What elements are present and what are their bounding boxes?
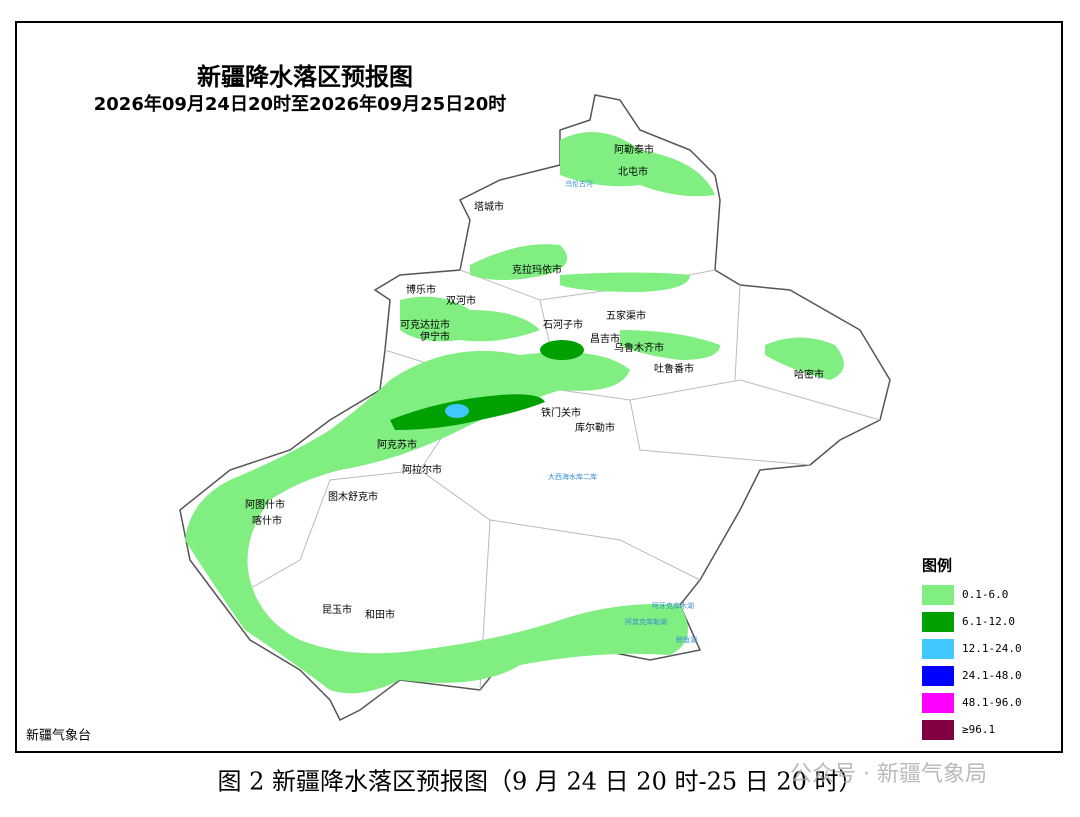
legend-swatch [922, 585, 954, 605]
city-label: 阿图什市 [245, 498, 285, 511]
city-label: 塔城市 [474, 200, 504, 213]
city-label: 可克达拉市 [400, 318, 450, 331]
legend-swatch [922, 666, 954, 686]
map-title: 新疆降水落区预报图 [197, 63, 413, 91]
figure-caption: 图 2 新疆降水落区预报图（9 月 24 日 20 时-25 日 20 时） [217, 768, 862, 796]
water-label: 大西海水库二库 [548, 472, 597, 481]
city-label: 喀什市 [252, 514, 282, 527]
water-label: 阿牙克库木湖 [652, 601, 694, 610]
watermark: 公众号 · 新疆气象局 [790, 762, 987, 787]
city-label: 图木舒克市 [328, 490, 378, 503]
legend-swatch [922, 612, 954, 632]
city-label: 五家渠市 [606, 309, 646, 322]
legend-label: 12.1-24.0 [962, 642, 1022, 655]
legend-label: 24.1-48.0 [962, 669, 1022, 682]
city-label: 石河子市 [543, 318, 583, 331]
legend-label: 48.1-96.0 [962, 696, 1022, 709]
city-label: 昌吉市 [590, 332, 620, 345]
region-outline [179, 94, 891, 722]
legend-label: 6.1-12.0 [962, 615, 1015, 628]
city-label: 博乐市 [406, 283, 436, 296]
city-label: 昆玉市 [322, 603, 352, 616]
legend-label: 0.1-6.0 [962, 588, 1008, 601]
city-label: 阿勒泰市 [614, 143, 654, 156]
map-subtitle: 2026年09月24日20时至2026年09月25日20时 [94, 93, 507, 115]
legend-title: 图例 [922, 557, 952, 575]
city-label: 库尔勒市 [575, 421, 615, 434]
city-label: 铁门关市 [541, 406, 581, 419]
city-label: 北屯市 [618, 165, 648, 178]
water-labels: 乌伦古河 大西海水库二库 阿牙克库木湖 阿其克库勒湖 鲸鱼湖 [548, 179, 697, 644]
water-label: 乌伦古河 [565, 179, 593, 188]
water-label: 鲸鱼湖 [676, 635, 697, 644]
city-label: 哈密市 [794, 368, 824, 381]
city-labels: 阿勒泰市 北屯市 塔城市 克拉玛依市 博乐市 双河市 可克达拉市 伊宁市 石河子… [245, 143, 824, 621]
legend-swatch [922, 720, 954, 740]
agency-label: 新疆气象台 [26, 728, 91, 744]
legend-swatch [922, 693, 954, 713]
legend-swatch [922, 639, 954, 659]
city-label: 乌鲁木齐市 [614, 341, 664, 354]
legend: 图例 0.1-6.0 6.1-12.0 12.1-24.0 24.1-48.0 48.1… [922, 557, 1022, 740]
water-label: 阿其克库勒湖 [625, 617, 667, 626]
city-label: 吐鲁番市 [654, 362, 694, 375]
legend-label: ≥96.1 [962, 723, 995, 736]
city-label: 克拉玛依市 [512, 263, 562, 276]
city-label: 伊宁市 [420, 330, 450, 343]
city-label: 阿拉尔市 [402, 463, 442, 476]
city-label: 双河市 [446, 294, 476, 307]
city-label: 和田市 [365, 608, 395, 621]
city-label: 阿克苏市 [377, 438, 417, 451]
precip-12-24 [445, 404, 469, 418]
